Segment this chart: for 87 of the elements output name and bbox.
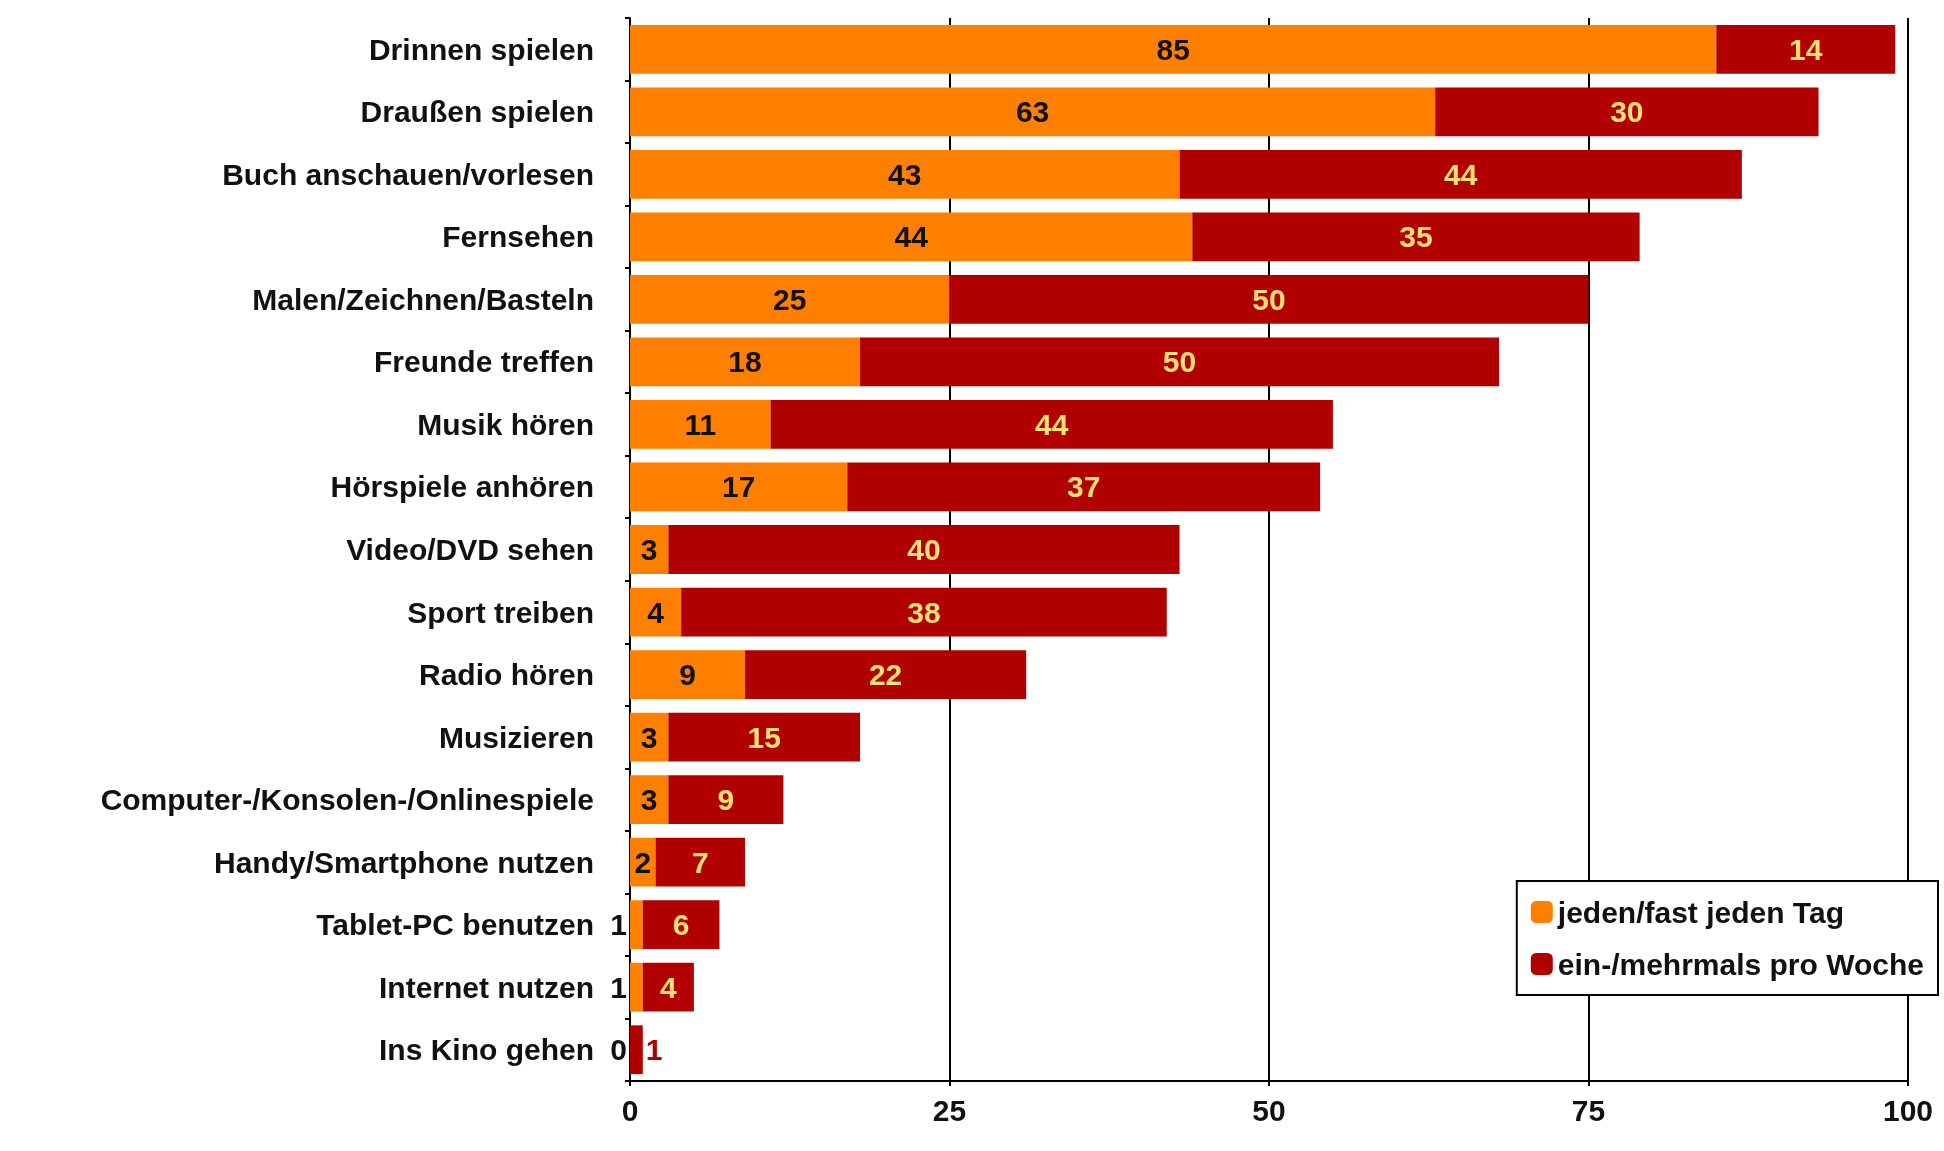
bar (681, 587, 1167, 637)
x-tick-label: 0 (621, 1093, 639, 1127)
y-tick-label: Radio hören (418, 658, 594, 692)
bar (630, 650, 746, 699)
data-label: 38 (907, 595, 941, 629)
bar (668, 712, 861, 762)
data-label: 30 (1610, 95, 1644, 129)
data-label: 43 (888, 157, 922, 191)
data-label: 15 (747, 720, 781, 754)
data-label: 2 (634, 845, 652, 879)
bar (630, 337, 861, 387)
y-tick-label: Drinnen spielen (368, 32, 594, 66)
y-tick-label: Computer-/Konsolen-/Onlinespiele (100, 783, 594, 817)
data-label: 25 (773, 282, 807, 316)
bar (1716, 24, 1896, 74)
bar (630, 462, 848, 512)
data-label: 18 (728, 345, 762, 379)
bar (1192, 212, 1640, 262)
legend-label: ein-/mehrmals pro Woche (1557, 947, 1925, 981)
y-tick-label: Musik hören (417, 407, 594, 441)
data-label: 4 (660, 970, 677, 1004)
bar (630, 212, 1193, 262)
x-tick-label: 50 (1252, 1093, 1286, 1127)
y-tick-label: Handy/Smartphone nutzen (213, 845, 594, 879)
data-label: 44 (894, 220, 929, 254)
x-tick-label: 25 (932, 1093, 967, 1127)
y-tick-label: Freunde treffen (373, 345, 594, 379)
y-tick-label: Hörspiele anhören (330, 470, 594, 504)
data-label: 1 (610, 908, 627, 942)
y-tick-label: Tablet-PC benutzen (316, 908, 594, 942)
y-tick-label: Ins Kino gehen (378, 1033, 594, 1067)
y-tick-label: Musizieren (438, 720, 594, 754)
y-tick-label: Fernsehen (442, 220, 594, 254)
y-tick-label: Buch anschauen/vorlesen (222, 157, 594, 191)
data-label: 40 (907, 533, 941, 566)
data-label: 9 (679, 658, 696, 692)
y-tick-label: Draußen spielen (360, 95, 594, 129)
bar (668, 775, 784, 824)
y-tick-label: Video/DVD sehen (346, 533, 594, 566)
y-tick-label: Malen/Zeichnen/Basteln (252, 282, 594, 316)
data-label: 50 (1252, 282, 1286, 316)
x-tick-label: 75 (1571, 1093, 1606, 1127)
data-label: 85 (1156, 32, 1190, 66)
bar (655, 837, 746, 887)
bar (630, 24, 1717, 74)
data-label: 3 (640, 533, 658, 566)
data-label: 4 (647, 595, 665, 629)
data-label: 44 (1035, 407, 1069, 441)
x-tick-label: 100 (1882, 1093, 1934, 1127)
data-label: 11 (684, 407, 717, 441)
bar (630, 87, 1436, 137)
data-label: 44 (1444, 157, 1478, 191)
bar (745, 650, 1027, 699)
bar (1179, 149, 1742, 199)
bar (642, 900, 720, 950)
legend-label: jeden/fast jeden Tag (1556, 895, 1844, 929)
data-label: 14 (1789, 32, 1823, 66)
data-label: 50 (1162, 345, 1197, 379)
bar (630, 587, 682, 637)
data-label: 22 (868, 658, 903, 692)
data-label: 37 (1067, 470, 1101, 504)
y-tick-label: Sport treiben (407, 595, 594, 629)
data-label: 1 (645, 1033, 663, 1067)
bar (630, 400, 771, 449)
data-label: 63 (1015, 95, 1050, 129)
bar (1435, 87, 1819, 137)
bar (630, 900, 643, 950)
bar (630, 275, 950, 324)
data-label: 3 (640, 720, 658, 754)
data-label: 3 (640, 783, 658, 817)
bar (630, 149, 1180, 199)
bar (860, 337, 1500, 387)
bar (630, 962, 643, 1012)
data-label: 7 (691, 845, 709, 879)
bar (630, 1025, 643, 1075)
data-label: 35 (1399, 220, 1433, 254)
bar (949, 275, 1589, 324)
data-label: 9 (717, 783, 735, 817)
data-label: 1 (610, 970, 627, 1004)
bar (770, 400, 1333, 449)
bar (668, 525, 1180, 574)
bar (642, 962, 694, 1012)
data-label: 0 (610, 1033, 627, 1067)
data-label: 17 (721, 470, 756, 504)
y-tick-label: Internet nutzen (379, 970, 594, 1004)
bar (847, 462, 1321, 512)
data-label: 6 (672, 908, 690, 942)
